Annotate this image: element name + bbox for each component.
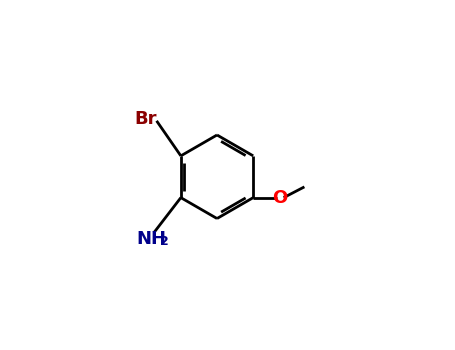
Text: NH: NH [137, 230, 167, 248]
Text: O: O [273, 189, 288, 206]
Text: 2: 2 [160, 235, 168, 248]
Text: Br: Br [134, 110, 157, 128]
